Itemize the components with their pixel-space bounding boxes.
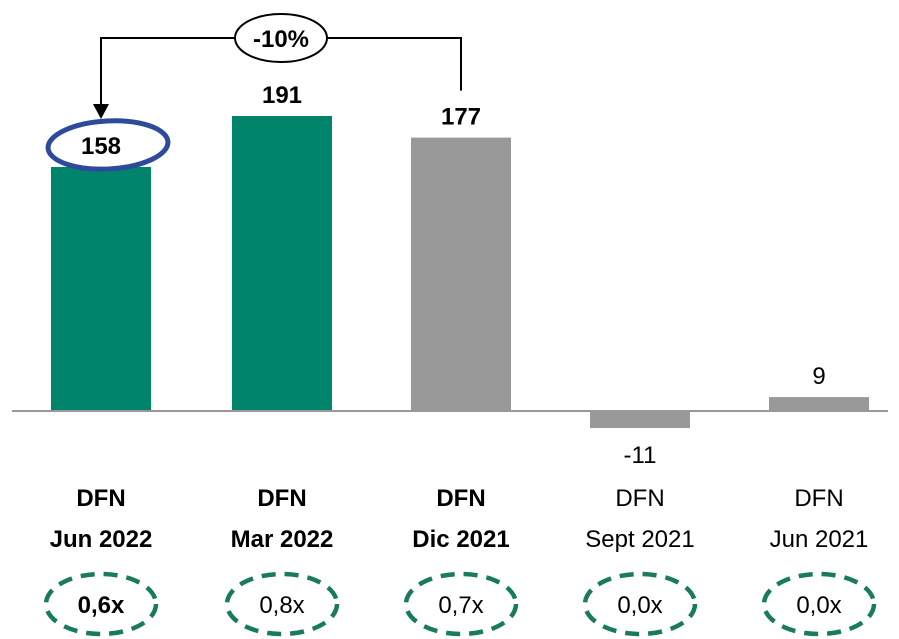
multiple-ellipse-1 bbox=[224, 571, 340, 637]
category-label-2-line-1: Dic 2021 bbox=[412, 526, 509, 553]
bar-1 bbox=[232, 116, 332, 411]
category-label-2-line-0: DFN bbox=[436, 485, 485, 512]
value-label-1: 191 bbox=[262, 82, 302, 109]
category-label-1-line-1: Mar 2022 bbox=[231, 526, 334, 553]
annotation-oval bbox=[234, 13, 328, 63]
category-label-1-line-0: DFN bbox=[257, 485, 306, 512]
value-label-0: 158 bbox=[81, 133, 121, 160]
category-label-4-line-1: Jun 2021 bbox=[770, 526, 869, 553]
bar-3 bbox=[590, 411, 690, 428]
multiple-label-1: 0,8x bbox=[259, 592, 304, 619]
category-label-4-line-0: DFN bbox=[794, 485, 843, 512]
value-labels-group: 158 191 177 -11 9 bbox=[81, 82, 826, 469]
annotation-arrow-head bbox=[93, 104, 109, 119]
category-label-3-line-1: Sept 2021 bbox=[585, 526, 694, 553]
multiple-ellipse-0 bbox=[43, 571, 159, 637]
value-label-4: 9 bbox=[812, 363, 825, 390]
multiples-group: 0,6x 0,8x 0,7x 0,0x 0,0x bbox=[43, 571, 877, 637]
value-label-2: 177 bbox=[441, 104, 481, 131]
multiple-label-3: 0,0x bbox=[617, 592, 662, 619]
bars-group bbox=[51, 116, 869, 428]
multiple-label-4: 0,0x bbox=[796, 592, 841, 619]
category-label-0-line-1: Jun 2022 bbox=[50, 526, 153, 553]
multiple-label-2: 0,7x bbox=[438, 592, 483, 619]
multiple-ellipse-3 bbox=[582, 571, 698, 637]
multiple-ellipse-4 bbox=[761, 571, 877, 637]
multiple-label-0: 0,6x bbox=[78, 592, 125, 619]
change-annotation: -10% bbox=[93, 13, 462, 119]
value-label-3: -11 bbox=[624, 442, 657, 469]
multiple-ellipse-2 bbox=[403, 571, 519, 637]
category-labels-group: DFN Jun 2022 DFN Mar 2022 DFN Dic 2021 DFN Sept… bbox=[50, 485, 869, 553]
highlight-ring bbox=[45, 118, 171, 172]
annotation-label: -10% bbox=[253, 26, 309, 53]
category-label-3-line-0: DFN bbox=[615, 485, 664, 512]
bar-4 bbox=[769, 397, 869, 411]
bar-2 bbox=[411, 137, 511, 411]
bar-0 bbox=[51, 166, 151, 411]
category-label-0-line-0: DFN bbox=[76, 485, 125, 512]
